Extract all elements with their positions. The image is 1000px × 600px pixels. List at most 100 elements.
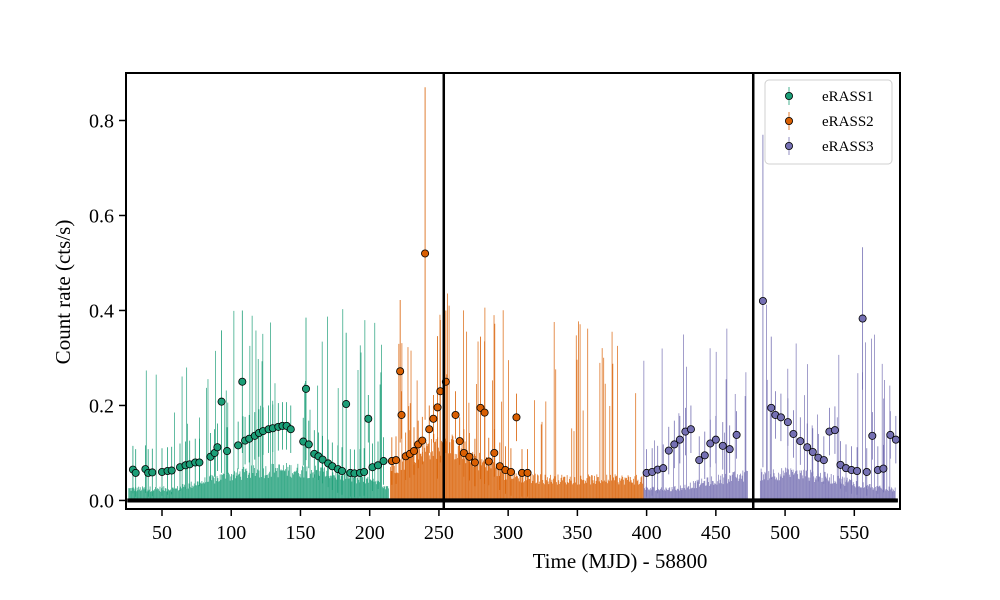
series-eRASS3-points [642, 296, 900, 477]
data-point [195, 458, 204, 467]
data-point [858, 314, 867, 323]
data-point [286, 425, 295, 434]
data-point [783, 418, 792, 427]
series-eRASS2-points [387, 249, 532, 477]
legend-item-eRASS2: eRASS2 [785, 112, 874, 130]
data-point [767, 403, 776, 412]
x-tick-label: 450 [701, 522, 731, 544]
y-axis-ticks: 0.0 0.2 0.4 0.6 0.8 [89, 110, 126, 512]
x-tick-label: 350 [562, 522, 592, 544]
zero-marker [894, 498, 898, 503]
data-point [397, 410, 406, 419]
data-point [223, 447, 232, 456]
data-point [373, 461, 382, 470]
data-point [853, 467, 862, 476]
data-point [238, 377, 247, 386]
data-points-layer [127, 249, 900, 503]
legend-item-eRASS3: eRASS3 [785, 137, 874, 155]
data-point [396, 367, 405, 376]
data-point [695, 456, 704, 465]
y-tick-label: 0.6 [89, 205, 114, 227]
data-point [425, 425, 434, 434]
series-eRASS1-points [128, 377, 388, 478]
y-tick-label: 0.2 [89, 395, 114, 417]
data-point [217, 397, 226, 406]
data-point [337, 467, 346, 476]
data-point [213, 443, 222, 452]
data-point [301, 384, 310, 393]
data-point [490, 448, 499, 457]
error-bars-layer [128, 87, 897, 501]
data-point [429, 414, 438, 423]
x-tick-label: 200 [355, 522, 385, 544]
data-point [862, 467, 871, 476]
data-point [891, 435, 900, 444]
data-point [868, 431, 877, 440]
data-point [512, 413, 521, 422]
y-axis-title: Count rate (cts/s) [51, 220, 75, 365]
data-point [830, 426, 839, 435]
data-point [364, 414, 373, 423]
data-point [455, 437, 464, 446]
x-tick-label: 150 [285, 522, 315, 544]
series-eRASS3-error-bars [643, 134, 897, 501]
data-point [470, 458, 479, 467]
data-point [318, 455, 327, 464]
data-point [711, 435, 720, 444]
data-point [459, 448, 468, 457]
y-tick-label: 0.0 [89, 490, 114, 512]
data-point [803, 443, 812, 452]
data-point [796, 437, 805, 446]
data-point [808, 448, 817, 457]
data-point [421, 249, 430, 258]
data-point [342, 400, 351, 409]
data-point [484, 457, 493, 466]
x-tick-label: 500 [770, 522, 800, 544]
data-point [732, 430, 741, 439]
data-point [304, 440, 313, 449]
legend-marker [785, 92, 794, 101]
legend-marker [785, 117, 794, 126]
x-axis-title: Time (MJD) - 58800 [533, 549, 708, 573]
data-point [879, 464, 888, 473]
x-tick-label: 400 [632, 522, 662, 544]
data-point [451, 410, 460, 419]
vertical-lines-layer [442, 73, 755, 509]
data-point [819, 456, 828, 465]
series-eRASS1-error-bars [128, 309, 389, 501]
data-point [391, 456, 400, 465]
data-point [725, 445, 734, 454]
legend-marker [785, 141, 794, 150]
data-point [675, 435, 684, 444]
x-tick-label: 100 [216, 522, 246, 544]
legend: eRASS1 eRASS2 eRASS3 [764, 79, 893, 165]
data-point [433, 403, 442, 412]
y-tick-label: 0.4 [89, 300, 114, 322]
data-point [234, 441, 243, 450]
data-point [360, 467, 369, 476]
x-axis-ticks: 50 100 150 200 250 300 350 400 450 500 550 [152, 509, 869, 544]
data-point [718, 441, 727, 450]
data-point [495, 462, 504, 471]
legend-label: eRASS1 [822, 89, 874, 105]
data-point [148, 468, 157, 477]
y-tick-label: 0.8 [89, 110, 114, 132]
data-point [418, 436, 427, 445]
x-tick-label: 250 [424, 522, 454, 544]
data-point [379, 457, 388, 466]
data-point [480, 408, 489, 417]
data-point [700, 451, 709, 460]
legend-box [764, 79, 893, 165]
legend-item-eRASS1: eRASS1 [785, 87, 874, 105]
data-point [465, 452, 474, 461]
data-point [758, 296, 767, 305]
data-point [409, 447, 418, 456]
legend-label: eRASS2 [822, 114, 874, 130]
data-point [523, 468, 532, 477]
data-point [776, 413, 785, 422]
data-point [131, 468, 140, 477]
data-point [506, 467, 515, 476]
x-tick-label: 550 [839, 522, 869, 544]
plot-frame [125, 72, 901, 510]
